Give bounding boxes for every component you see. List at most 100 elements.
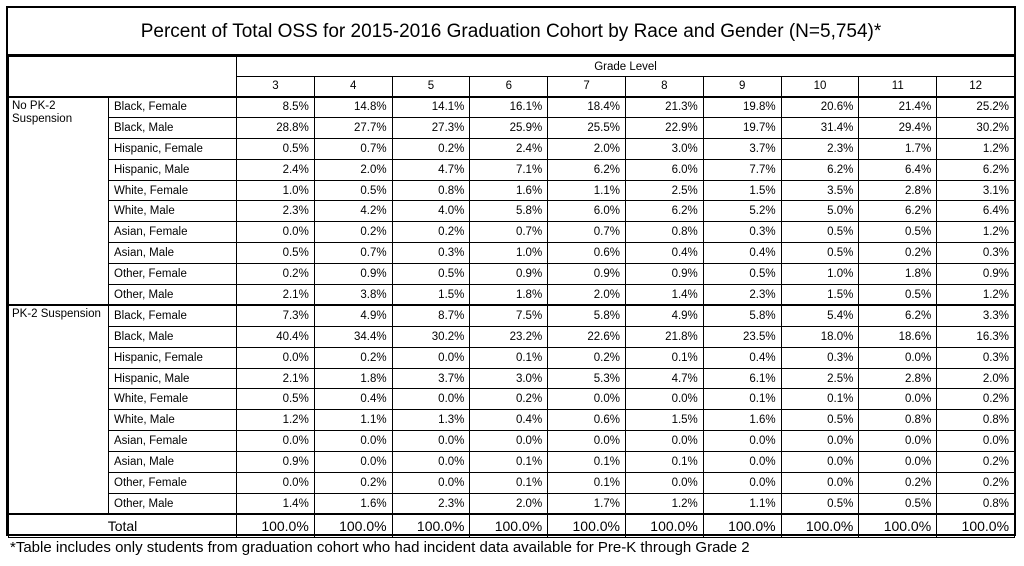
value-cell: 0.4% (624, 242, 704, 265)
category-label: Hispanic, Female (108, 137, 237, 160)
value-cell: 2.0% (469, 492, 549, 515)
value-cell: 1.2% (936, 221, 1016, 244)
value-cell: 0.9% (469, 263, 549, 286)
value-cell: 0.0% (702, 430, 782, 453)
value-cell: 1.1% (702, 492, 782, 515)
value-cell: 1.6% (469, 179, 549, 202)
value-cell: 4.9% (313, 304, 393, 327)
value-cell: 21.3% (624, 96, 704, 118)
value-cell: 1.1% (547, 179, 626, 202)
value-cell: 19.8% (702, 96, 782, 118)
value-cell: 0.2% (858, 472, 938, 494)
value-cell: 0.8% (858, 409, 938, 432)
value-cell: 27.7% (313, 116, 393, 139)
total-value-cell: 100.0% (624, 513, 704, 538)
category-label: Other, Male (108, 492, 237, 515)
value-cell: 0.9% (936, 263, 1016, 286)
value-cell: 0.0% (780, 430, 860, 453)
category-label: White, Female (108, 179, 237, 202)
value-cell: 0.0% (313, 451, 393, 474)
value-cell: 0.6% (547, 409, 626, 432)
category-label: Black, Male (108, 116, 237, 139)
value-cell: 0.0% (236, 346, 315, 369)
value-cell: 14.8% (313, 96, 393, 118)
grade-header-10: 10 (780, 76, 860, 98)
category-label: White, Male (108, 409, 237, 432)
category-label: Asian, Female (108, 221, 237, 244)
value-cell: 3.0% (624, 137, 704, 160)
category-label: Hispanic, Female (108, 346, 237, 369)
value-cell: 2.0% (547, 284, 626, 306)
category-label: Black, Female (108, 304, 237, 327)
value-cell: 0.0% (702, 451, 782, 474)
value-cell: 19.7% (702, 116, 782, 139)
total-value-cell: 100.0% (780, 513, 860, 538)
value-cell: 0.0% (547, 430, 626, 453)
value-cell: 0.0% (858, 430, 938, 453)
value-cell: 6.4% (936, 200, 1016, 223)
value-cell: 1.0% (236, 179, 315, 202)
value-cell: 0.0% (236, 472, 315, 494)
value-cell: 0.0% (858, 388, 938, 411)
value-cell: 0.9% (236, 451, 315, 474)
value-cell: 4.9% (624, 304, 704, 327)
value-cell: 21.8% (624, 325, 704, 348)
value-cell: 0.0% (858, 451, 938, 474)
value-cell: 1.8% (313, 367, 393, 390)
table-row: Hispanic, Female 0.5% 0.7% 0.2% 2.4% 2.0% 3.0%… (9, 137, 1016, 160)
value-cell: 2.4% (469, 137, 549, 160)
value-cell: 0.8% (936, 409, 1016, 432)
value-cell: 2.0% (313, 158, 393, 181)
value-cell: 2.8% (858, 367, 938, 390)
value-cell: 2.3% (780, 137, 860, 160)
table-row: White, Female 0.5% 0.4% 0.0% 0.2% 0.0% 0.0% 0.1… (9, 388, 1016, 411)
value-cell: 7.7% (702, 158, 782, 181)
table-row: Asian, Female 0.0% 0.2% 0.2% 0.7% 0.7% 0.8% 0.3… (9, 221, 1016, 244)
value-cell: 0.2% (313, 346, 393, 369)
table-frame: Percent of Total OSS for 2015-2016 Gradu… (6, 6, 1016, 538)
value-cell: 0.5% (313, 179, 393, 202)
value-cell: 0.5% (236, 242, 315, 265)
value-cell: 0.0% (391, 346, 471, 369)
value-cell: 5.8% (469, 200, 549, 223)
value-cell: 0.2% (391, 221, 471, 244)
value-cell: 0.2% (936, 388, 1016, 411)
value-cell: 7.1% (469, 158, 549, 181)
value-cell: 6.0% (547, 200, 626, 223)
value-cell: 0.0% (624, 472, 704, 494)
value-cell: 0.2% (313, 221, 393, 244)
value-cell: 0.0% (936, 430, 1016, 453)
value-cell: 6.2% (547, 158, 626, 181)
value-cell: 0.5% (858, 221, 938, 244)
value-cell: 29.4% (858, 116, 938, 139)
table-row: Asian, Male 0.5% 0.7% 0.3% 1.0% 0.6% 0.4% 0.4% 0… (9, 242, 1016, 265)
value-cell: 0.9% (313, 263, 393, 286)
category-label: Black, Male (108, 325, 237, 348)
value-cell: 5.8% (702, 304, 782, 327)
value-cell: 0.7% (469, 221, 549, 244)
value-cell: 0.0% (391, 472, 471, 494)
value-cell: 8.5% (236, 96, 315, 118)
value-cell: 0.4% (313, 388, 393, 411)
value-cell: 0.0% (469, 430, 549, 453)
value-cell: 0.2% (936, 472, 1016, 494)
value-cell: 1.6% (313, 492, 393, 515)
table-row: White, Male 2.3% 4.2% 4.0% 5.8% 6.0% 6.2% 5.2% 5… (9, 200, 1016, 223)
value-cell: 6.4% (858, 158, 938, 181)
value-cell: 5.2% (702, 200, 782, 223)
category-label: White, Female (108, 388, 237, 411)
grade-header-6: 6 (469, 76, 549, 98)
value-cell: 6.2% (858, 304, 938, 327)
value-cell: 34.4% (313, 325, 393, 348)
table-row: Other, Female 0.0% 0.2% 0.0% 0.1% 0.1% 0.0% 0.0… (9, 472, 1016, 494)
value-cell: 1.5% (780, 284, 860, 306)
value-cell: 0.5% (236, 137, 315, 160)
value-cell: 0.0% (391, 388, 471, 411)
category-label: Other, Female (108, 263, 237, 286)
value-cell: 4.0% (391, 200, 471, 223)
value-cell: 0.5% (780, 492, 860, 515)
value-cell: 1.0% (780, 263, 860, 286)
category-label: Other, Male (108, 284, 237, 306)
category-label: Asian, Male (108, 451, 237, 474)
value-cell: 1.3% (391, 409, 471, 432)
